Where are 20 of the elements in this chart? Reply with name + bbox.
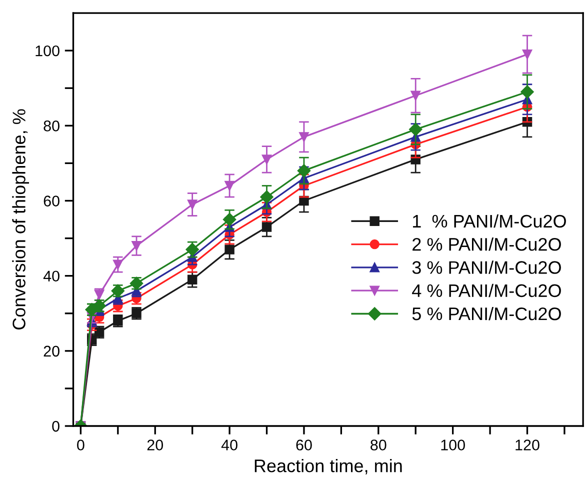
y-tick-label: 60 <box>44 196 60 206</box>
legend-label: 5 % PANI/M-Cu2O <box>412 306 561 320</box>
x-tick-label: 80 <box>370 440 386 450</box>
x-tick-label: 100 <box>441 440 465 450</box>
x-tick-label: 120 <box>516 440 540 450</box>
y-tick-label: 100 <box>36 45 60 56</box>
x-tick-label: 60 <box>296 440 312 450</box>
legend-label: 4 % PANI/M-Cu2O <box>412 284 561 298</box>
x-tick-label: 20 <box>147 440 164 450</box>
x-tick-label: 0 <box>77 440 84 450</box>
y-tick-label: 80 <box>44 120 60 132</box>
y-tick-label: 20 <box>44 346 60 357</box>
legend-label: 2 % PANI/M-Cu2O <box>412 238 561 251</box>
legend-label: 3 % PANI/M-Cu2O <box>412 260 561 274</box>
y-tick-label: 0 <box>52 420 60 432</box>
x-axis-title: Reaction time, min <box>254 459 402 474</box>
x-tick-label: 40 <box>221 440 238 450</box>
y-tick-label: 40 <box>43 270 60 282</box>
y-axis-title: Conversion of thiophene, % <box>12 109 30 330</box>
legend-label: 1 % PANI/M-Cu2O <box>413 214 566 228</box>
